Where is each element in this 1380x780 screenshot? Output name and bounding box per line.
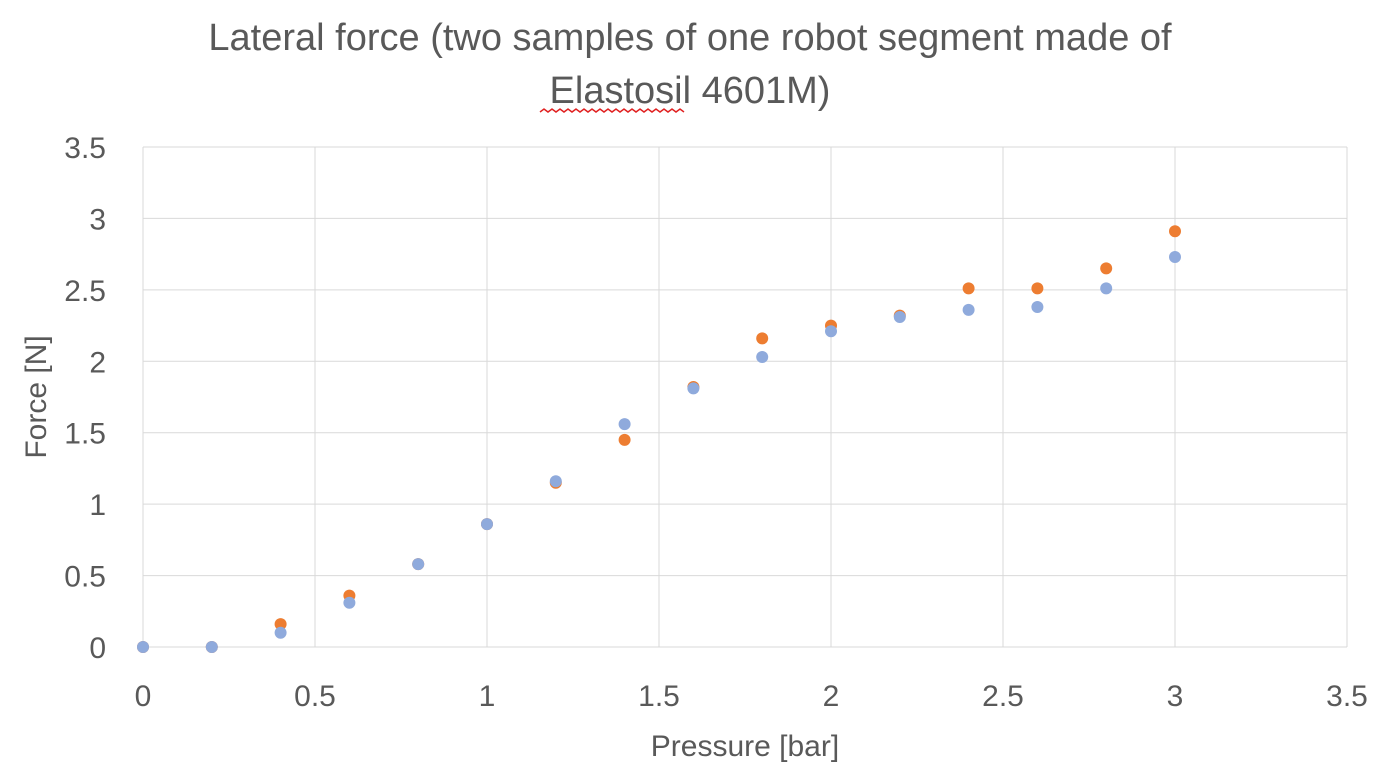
series-2-point <box>687 382 700 395</box>
series-1-point <box>274 618 287 631</box>
x-tick-label: 2.5 <box>982 680 1024 713</box>
series-2-point <box>137 641 149 653</box>
series-2-point <box>825 325 837 338</box>
series-1-point <box>1031 282 1044 295</box>
series-1-point <box>756 332 769 345</box>
series-2-point <box>962 303 975 316</box>
series-2-point <box>205 641 218 653</box>
x-tick-label: 0 <box>135 680 152 713</box>
x-tick-label: 3 <box>1167 680 1184 713</box>
x-axis-title: Pressure [bar] <box>651 730 839 763</box>
y-axis-title: Force [N] <box>20 335 53 458</box>
spellcheck-underline <box>539 108 685 113</box>
series-2-point <box>549 475 562 488</box>
y-tick-label: 3 <box>89 203 106 236</box>
y-tick-label: 0.5 <box>64 561 106 594</box>
y-tick-label: 0 <box>89 632 106 665</box>
y-tick-label: 2 <box>89 346 106 379</box>
series-1-point <box>1169 225 1181 238</box>
series-2-point <box>1031 301 1044 313</box>
y-tick-label: 1 <box>89 489 106 522</box>
series-2-point <box>343 596 356 609</box>
gridlines <box>142 146 1348 648</box>
series-2-point <box>481 518 493 531</box>
x-tick-label: 2 <box>823 680 840 713</box>
series-2-point <box>412 558 425 571</box>
series-2-point <box>893 311 906 323</box>
y-tick-label: 3.5 <box>64 132 106 165</box>
y-tick-label: 2.5 <box>64 275 106 308</box>
x-tick-label: 1 <box>479 680 496 713</box>
series-2-point <box>756 351 769 363</box>
data-points <box>137 225 1181 653</box>
y-tick-label: 1.5 <box>64 418 106 451</box>
series-2-point <box>1169 251 1181 263</box>
x-tick-label: 3.5 <box>1326 680 1368 713</box>
series-1-point <box>962 282 975 295</box>
series-1-point <box>1100 262 1113 275</box>
chart-title-line-1: Lateral force (two samples of one robot … <box>208 17 1172 59</box>
series-2-point <box>618 418 631 431</box>
series-2-point <box>274 626 287 639</box>
x-tick-label: 1.5 <box>638 680 680 713</box>
series-1-point <box>618 433 631 446</box>
tick-labels: 0 0.5 1 1.5 2 2.5 3 3.5 0 0.5 1 1.5 2 2.5 3 3.5 <box>64 132 1368 713</box>
series-2-point <box>1100 282 1113 295</box>
chart-title-line-2: Elastosil 4601M) <box>550 70 831 112</box>
x-tick-label: 0.5 <box>294 680 336 713</box>
